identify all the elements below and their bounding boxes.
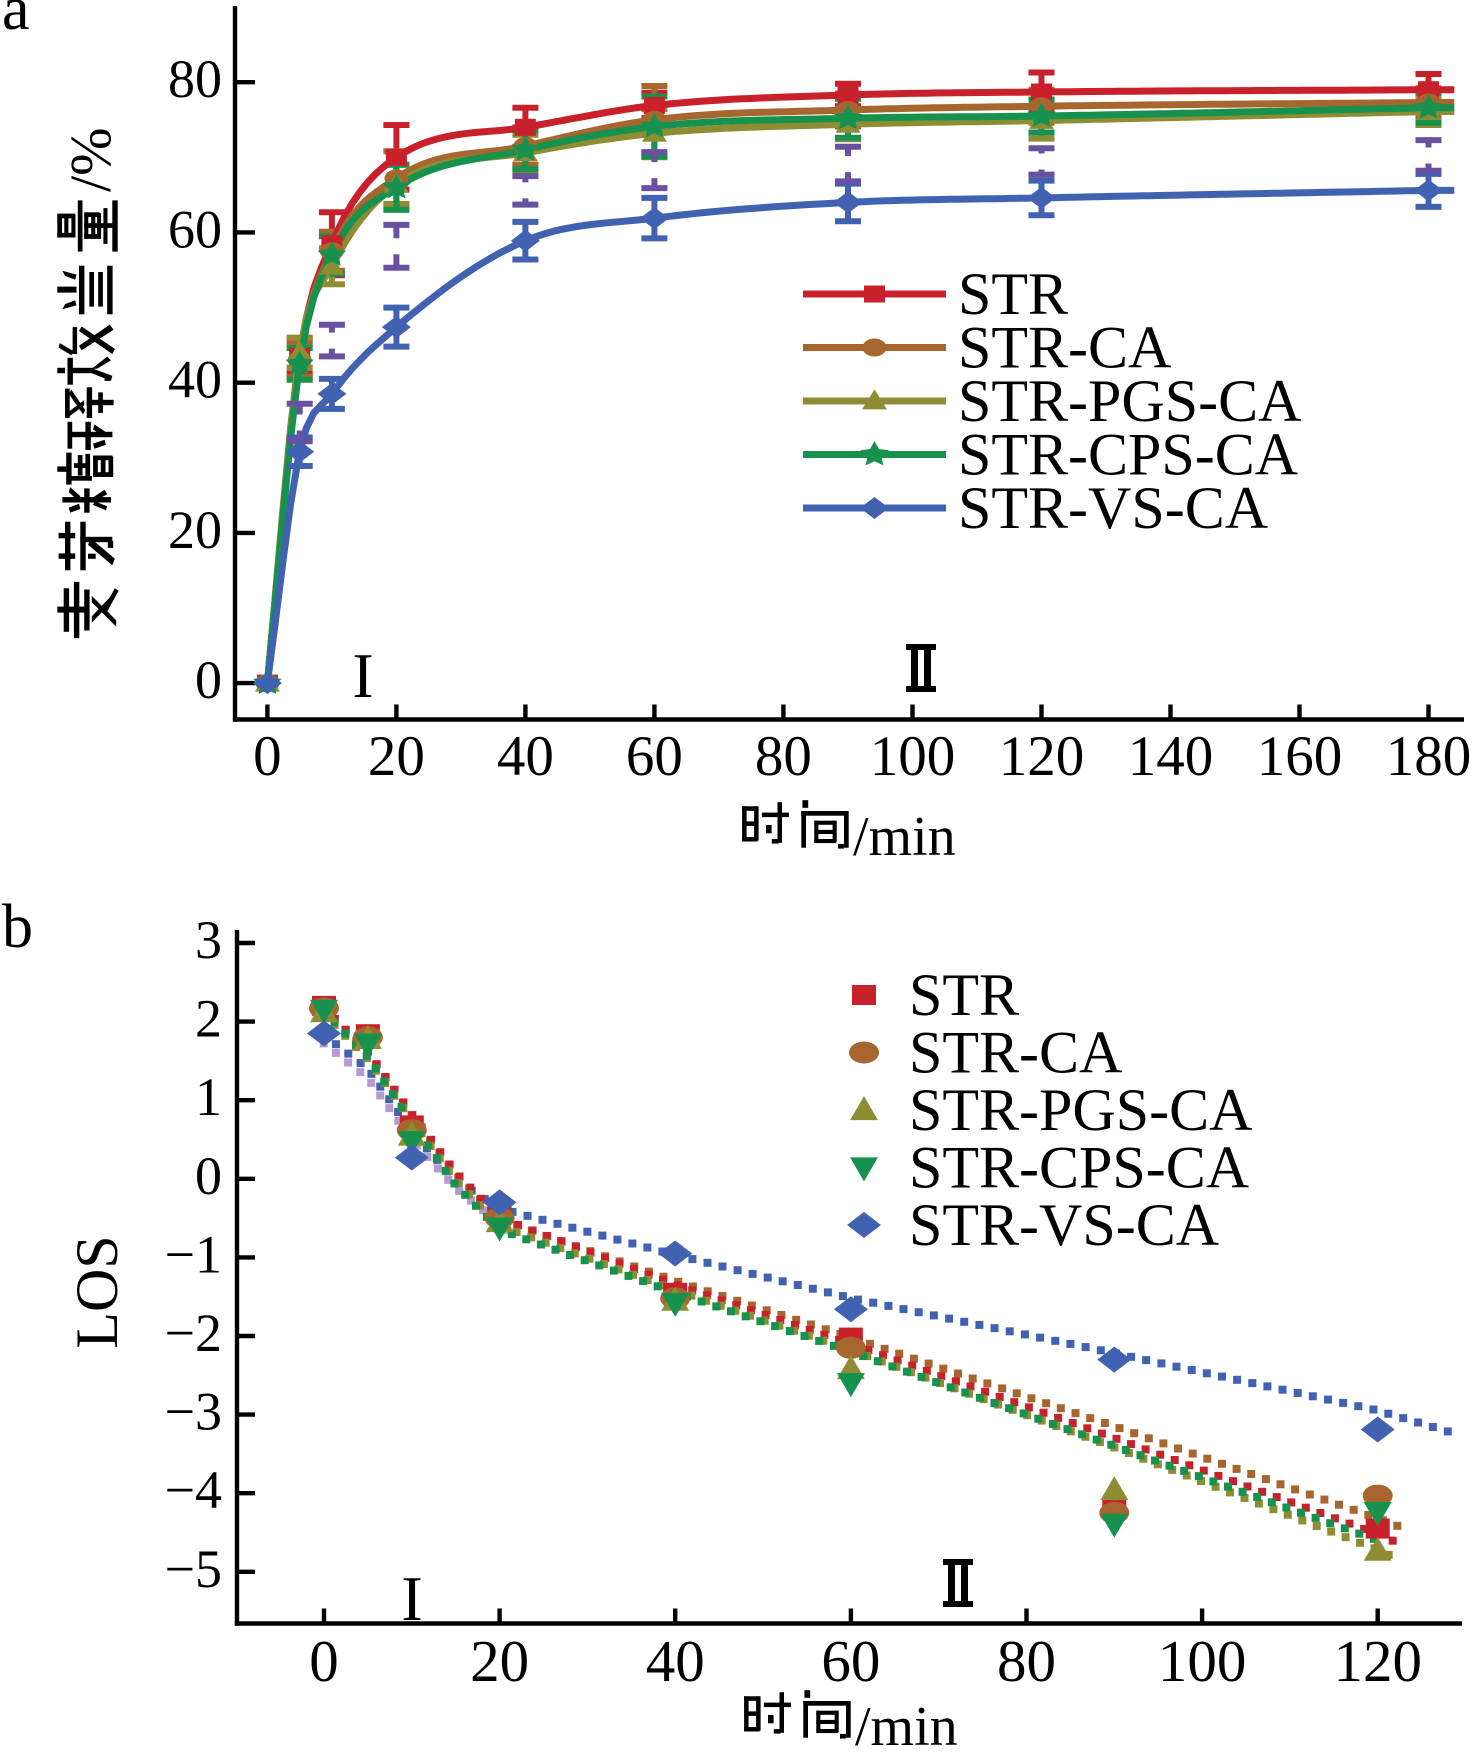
svg-text:80: 80	[997, 1628, 1056, 1694]
svg-text:100: 100	[870, 725, 956, 788]
svg-text:I: I	[352, 640, 373, 711]
svg-text:120: 120	[1333, 1628, 1422, 1694]
svg-text:/min: /min	[853, 806, 956, 868]
svg-text:60: 60	[626, 725, 683, 788]
svg-text:STR-PGS-CA: STR-PGS-CA	[909, 1077, 1252, 1143]
svg-text:−2: −2	[165, 1303, 222, 1363]
svg-text:80: 80	[168, 49, 222, 109]
svg-text:0: 0	[309, 1628, 339, 1694]
svg-text:40: 40	[646, 1628, 705, 1694]
svg-text:3: 3	[195, 910, 222, 970]
svg-text:40: 40	[497, 725, 554, 788]
svg-text:60: 60	[821, 1628, 880, 1694]
svg-text:STR: STR	[909, 962, 1019, 1028]
svg-text:STR-CPS-CA: STR-CPS-CA	[909, 1135, 1249, 1201]
svg-text:80: 80	[755, 725, 812, 788]
svg-text:20: 20	[470, 1628, 529, 1694]
svg-text:2: 2	[195, 989, 222, 1049]
svg-text:STR: STR	[958, 261, 1068, 327]
svg-text:−4: −4	[165, 1460, 222, 1520]
svg-text:/min: /min	[855, 1696, 958, 1756]
svg-text:140: 140	[1128, 725, 1214, 788]
svg-text:−3: −3	[165, 1382, 222, 1442]
svg-text:−1: −1	[165, 1224, 222, 1284]
svg-text:/%: /%	[58, 128, 123, 192]
svg-text:STR-CPS-CA: STR-CPS-CA	[958, 422, 1298, 488]
svg-text:0: 0	[253, 725, 282, 788]
svg-text:180: 180	[1386, 725, 1472, 788]
svg-text:160: 160	[1257, 725, 1343, 788]
svg-text:40: 40	[168, 350, 222, 410]
svg-text:100: 100	[1158, 1628, 1247, 1694]
svg-text:STR-CA: STR-CA	[909, 1020, 1122, 1086]
svg-text:1: 1	[195, 1067, 222, 1127]
svg-text:0: 0	[195, 1146, 222, 1206]
svg-text:60: 60	[168, 199, 222, 259]
svg-text:STR-PGS-CA: STR-PGS-CA	[958, 368, 1301, 434]
svg-text:−5: −5	[165, 1539, 222, 1599]
svg-text:0: 0	[195, 650, 222, 710]
svg-text:20: 20	[368, 725, 425, 788]
svg-text:STR-VS-CA: STR-VS-CA	[958, 475, 1268, 541]
svg-text:STR-VS-CA: STR-VS-CA	[909, 1192, 1219, 1258]
svg-text:STR-CA: STR-CA	[958, 315, 1171, 381]
svg-text:20: 20	[168, 500, 222, 560]
svg-text:120: 120	[999, 725, 1085, 788]
svg-text:b: b	[2, 893, 33, 961]
svg-text:LOS: LOS	[64, 1235, 130, 1348]
svg-text:I: I	[401, 1563, 422, 1634]
svg-text:a: a	[2, 0, 30, 43]
